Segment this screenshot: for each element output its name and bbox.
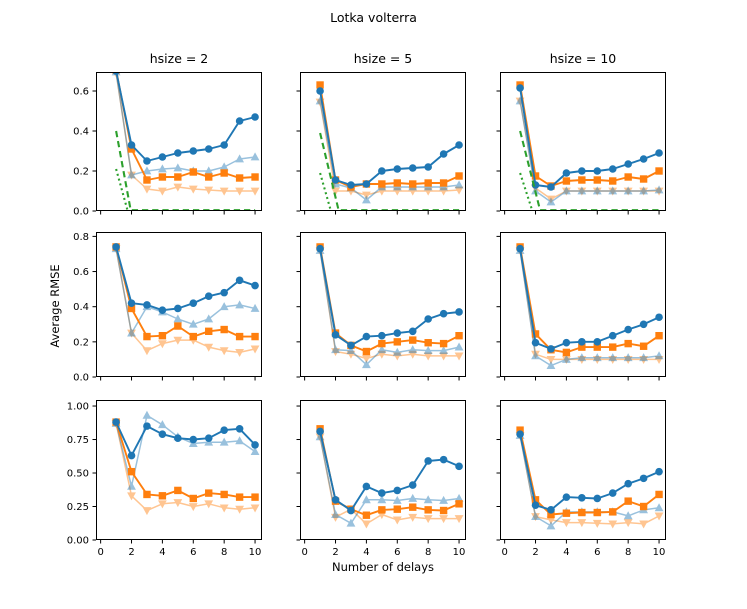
- subplot-r1c3: [496, 72, 666, 215]
- y-tick-label: 0.0: [73, 207, 89, 218]
- series-green-dotted: [115, 168, 129, 211]
- x-tick-label: 8: [221, 547, 227, 558]
- x-tick-label: 10: [249, 547, 262, 558]
- x-axis-label: Number of delays: [331, 560, 434, 574]
- series-blue-circle: [316, 87, 463, 189]
- subplot-column-title-hsize-2: hsize = 2: [149, 51, 209, 66]
- series-blue-circle: [112, 243, 259, 315]
- figure-title: Lotka volterra: [330, 10, 417, 25]
- series-blue-circle: [516, 244, 663, 353]
- x-tick-label: 6: [594, 547, 600, 558]
- axes-spines: [96, 400, 262, 540]
- axes-spines: [300, 72, 466, 211]
- series-orange-square: [316, 81, 463, 191]
- axes-spines: [300, 400, 466, 540]
- series-blue-circle: [112, 72, 259, 165]
- x-tick-label: 2: [532, 547, 538, 558]
- series-orange-square: [316, 425, 463, 519]
- y-tick-label: 1.00: [67, 402, 89, 413]
- series-green-dashed: [115, 130, 256, 211]
- x-tick-label: 8: [425, 547, 431, 558]
- y-tick-label: 0.4: [73, 302, 89, 313]
- series-lightblue-triangle-up: [111, 410, 260, 490]
- series-orange-square: [316, 243, 463, 356]
- subplot-column-title-hsize-5: hsize = 5: [353, 51, 413, 66]
- series-lightblue-triangle-up: [315, 432, 464, 527]
- y-tick-label: 0.2: [73, 167, 89, 178]
- axes-spines: [500, 232, 666, 377]
- series-orange-square: [516, 81, 663, 190]
- series-green-dotted: [519, 172, 534, 211]
- x-tick-label: 2: [332, 547, 338, 558]
- y-tick-label: 0.50: [67, 469, 89, 480]
- series-lightorange-triangle-down: [515, 247, 664, 365]
- series-orange-square: [112, 243, 259, 341]
- y-tick-label: 0.25: [67, 502, 89, 513]
- x-tick-label: 0: [301, 547, 307, 558]
- series-blue-circle: [316, 427, 463, 515]
- series-lightblue-triangle-up: [111, 244, 260, 337]
- x-tick-label: 4: [363, 547, 369, 558]
- axes-spines: [500, 400, 666, 540]
- y-tick-label: 0.2: [73, 337, 89, 348]
- x-tick-label: 6: [394, 547, 400, 558]
- x-tick-label: 2: [128, 547, 134, 558]
- series-lightblue-triangle-up: [315, 96, 464, 204]
- series-blue-circle: [516, 84, 663, 191]
- series-lightorange-triangle-down: [112, 72, 260, 196]
- x-tick-label: 6: [190, 547, 196, 558]
- subplot-r3c3: 0 2 4 6 8 10: [496, 400, 666, 558]
- subplot-r1c1: 0.0 0.2 0.4 0.6: [73, 72, 262, 218]
- x-tick-label: 0: [97, 547, 103, 558]
- series-blue-circle: [112, 418, 259, 460]
- subplot-r3c2: 0 2 4 6 8 10: [296, 400, 466, 558]
- x-tick-label: 10: [653, 547, 666, 558]
- series-lightblue-triangle-up: [315, 245, 464, 369]
- subplot-r3c1: 0 2 4 6 8 10 0.00 0.25 0.50 0.75 1.00: [67, 400, 262, 558]
- axes-spines: [96, 72, 262, 211]
- x-tick-label: 0: [501, 547, 507, 558]
- y-tick-label: 0.0: [73, 373, 89, 384]
- series-orange-square: [516, 243, 663, 357]
- series-blue-circle: [316, 244, 463, 350]
- subplot-r2c2: [296, 232, 466, 381]
- series-green-dashed: [319, 132, 460, 211]
- y-tick-label: 0.6: [73, 267, 89, 278]
- y-tick-label: 0.00: [67, 536, 89, 547]
- series-lightorange-triangle-down: [111, 420, 260, 516]
- y-tick-label: 0.75: [67, 435, 89, 446]
- axes-spines: [500, 72, 666, 211]
- y-tick-label: 0.8: [73, 232, 89, 243]
- y-tick-label: 0.4: [73, 127, 89, 138]
- x-tick-label: 8: [625, 547, 631, 558]
- subplot-r2c1: 0.0 0.2 0.4 0.6 0.8: [73, 232, 262, 384]
- axes-spines: [300, 232, 466, 377]
- subplot-column-title-hsize-10: hsize = 10: [549, 51, 617, 66]
- y-tick-label: 0.6: [73, 87, 89, 98]
- series-lightblue-triangle-up: [515, 245, 664, 369]
- x-tick-label: 10: [453, 547, 466, 558]
- x-tick-label: 4: [563, 547, 569, 558]
- axes-spines: [96, 232, 262, 377]
- subplot-r2c3: [496, 232, 666, 381]
- subplot-r1c2: [296, 72, 466, 215]
- series-orange-square: [112, 418, 259, 503]
- x-tick-label: 4: [159, 547, 165, 558]
- series-blue-circle: [516, 430, 663, 514]
- series-lightorange-triangle-down: [315, 247, 464, 364]
- series-orange-square: [112, 72, 259, 184]
- series-green-dotted: [319, 172, 332, 211]
